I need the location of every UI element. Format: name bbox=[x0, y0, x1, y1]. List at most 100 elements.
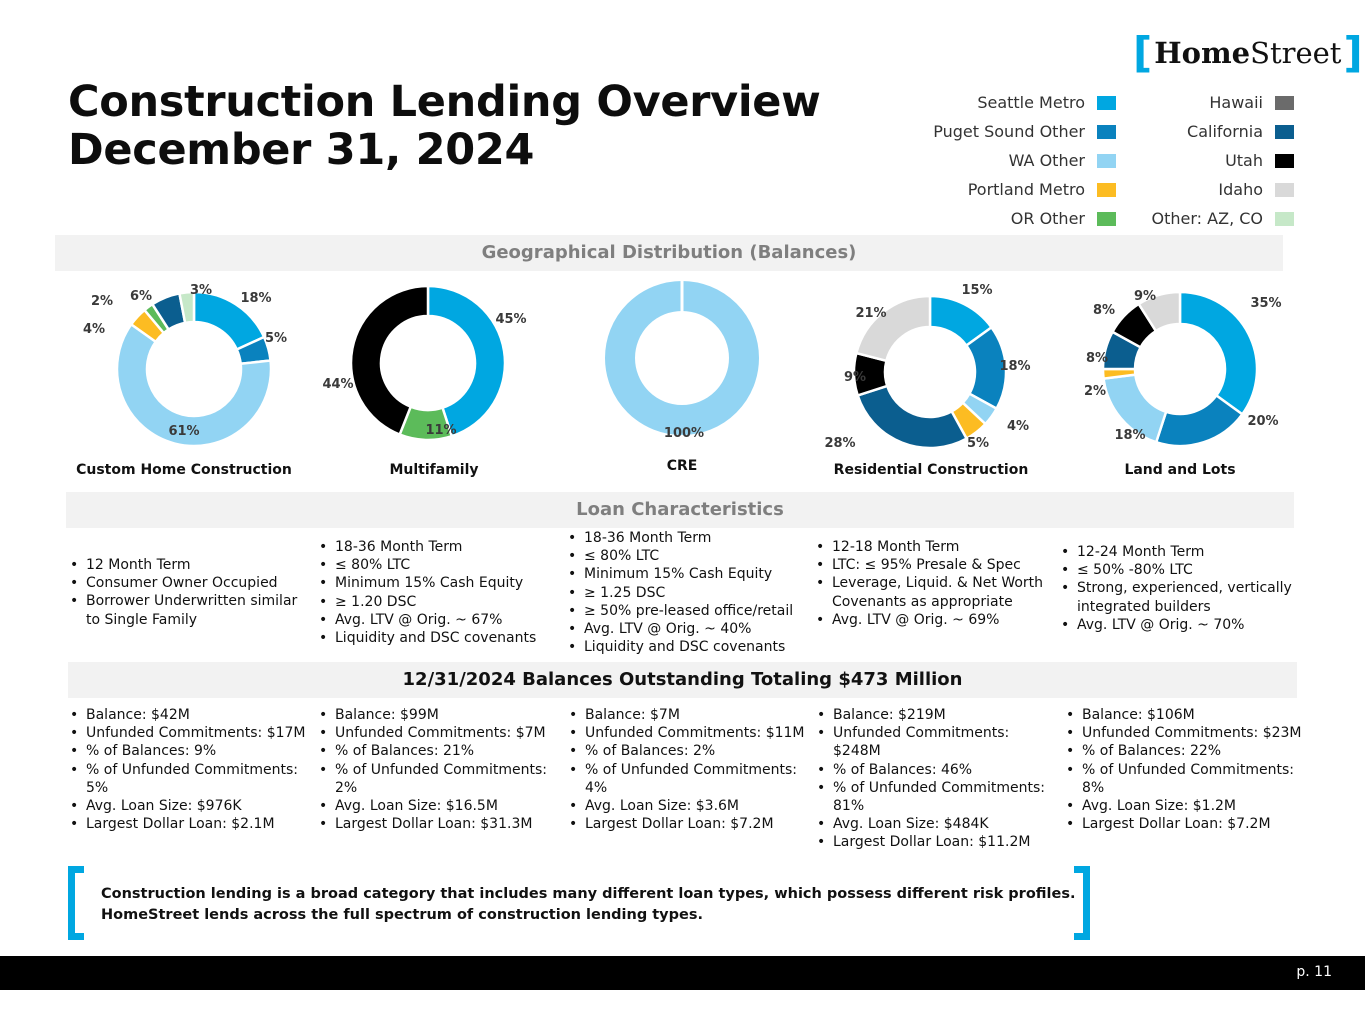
data-label: 11% bbox=[425, 423, 456, 438]
legend-swatch bbox=[1275, 211, 1294, 226]
balance-item: Avg. Loan Size: $484K bbox=[815, 815, 1055, 833]
balance-item: Avg. Loan Size: $1.2M bbox=[1064, 797, 1304, 815]
balance-item: Balance: $99M bbox=[317, 706, 557, 724]
data-label: 21% bbox=[855, 306, 886, 321]
legend-label: WA Other bbox=[1008, 151, 1085, 170]
homestreet-logo: [ HomeStreet ] bbox=[1133, 32, 1363, 74]
data-label: 4% bbox=[83, 322, 105, 337]
characteristic-item: 12-18 Month Term bbox=[814, 538, 1046, 556]
data-label: 44% bbox=[322, 377, 353, 392]
legend-swatch bbox=[1097, 124, 1116, 139]
data-label: 2% bbox=[91, 294, 113, 309]
chart-title-custom-home: Custom Home Construction bbox=[76, 462, 292, 478]
characteristic-item: 12-24 Month Term bbox=[1059, 543, 1299, 561]
legend-label: OR Other bbox=[1010, 209, 1085, 228]
characteristics-cre: 18-36 Month Term ≤ 80% LTC Minimum 15% C… bbox=[566, 529, 816, 657]
characteristic-item: Minimum 15% Cash Equity bbox=[566, 565, 816, 583]
donut-slice-other-az-co bbox=[177, 290, 196, 325]
legend-label: Hawaii bbox=[1209, 93, 1263, 112]
characteristic-item: Liquidity and DSC covenants bbox=[566, 638, 816, 656]
balance-item: % of Unfunded Commitments: 5% bbox=[68, 761, 308, 797]
footer-bar: p. 11 bbox=[0, 956, 1365, 990]
characteristic-item: ≥ 1.25 DSC bbox=[566, 584, 816, 602]
characteristics-multifamily: 18-36 Month Term ≤ 80% LTC Minimum 15% C… bbox=[317, 538, 562, 647]
data-label: 15% bbox=[961, 283, 992, 298]
balance-item: % of Balances: 9% bbox=[68, 742, 308, 760]
balance-item: Largest Dollar Loan: $31.3M bbox=[317, 815, 557, 833]
balance-item: Avg. Loan Size: $16.5M bbox=[317, 797, 557, 815]
data-label: 9% bbox=[844, 370, 866, 385]
balance-item: % of Balances: 46% bbox=[815, 761, 1055, 779]
balance-item: Largest Dollar Loan: $7.2M bbox=[1064, 815, 1304, 833]
data-label: 2% bbox=[1084, 384, 1106, 399]
characteristic-item: Leverage, Liquid. & Net Worth Covenants … bbox=[814, 574, 1046, 610]
legend-column-1: Seattle Metro Puget Sound Other WA Other… bbox=[880, 88, 1116, 233]
legend-label: Other: AZ, CO bbox=[1151, 209, 1263, 228]
legend-item: OR Other bbox=[880, 204, 1116, 233]
chart-land-and-lots: 35% 20% 18% 2% 8% 8% 9% bbox=[1084, 289, 1282, 448]
donut-slice-utah bbox=[349, 284, 430, 437]
characteristic-item: Avg. LTV @ Orig. ~ 69% bbox=[814, 611, 1046, 629]
legend-swatch bbox=[1275, 124, 1294, 139]
characteristic-item: ≤ 80% LTC bbox=[317, 556, 562, 574]
balances-header: 12/31/2024 Balances Outstanding Totaling… bbox=[68, 662, 1297, 698]
balance-item: Avg. Loan Size: $976K bbox=[68, 797, 308, 815]
balances-residential: Balance: $219M Unfunded Commitments: $24… bbox=[815, 706, 1055, 852]
chart-cre: 100% bbox=[605, 280, 759, 441]
characteristic-item: 18-36 Month Term bbox=[317, 538, 562, 556]
donut-slice-idaho bbox=[854, 294, 932, 363]
characteristic-item: ≤ 80% LTC bbox=[566, 547, 816, 565]
footnote-line-1: Construction lending is a broad category… bbox=[101, 886, 1076, 902]
chart-title-land-lots: Land and Lots bbox=[1124, 462, 1236, 478]
balances-multifamily: Balance: $99M Unfunded Commitments: $7M … bbox=[317, 706, 557, 834]
balance-item: Balance: $42M bbox=[68, 706, 308, 724]
legend-label: Seattle Metro bbox=[977, 93, 1085, 112]
legend-item: Utah bbox=[1100, 146, 1294, 175]
footnote-bracket-right bbox=[1074, 866, 1090, 940]
data-label: 28% bbox=[824, 436, 855, 451]
data-label: 18% bbox=[1114, 428, 1145, 443]
balance-item: Avg. Loan Size: $3.6M bbox=[567, 797, 807, 815]
legend-swatch bbox=[1275, 153, 1294, 168]
footnote-bracket-left bbox=[68, 866, 84, 940]
chart-residential-construction: 15% 18% 4% 5% 28% 9% 21% bbox=[824, 283, 1030, 451]
logo-street: Street bbox=[1250, 36, 1342, 70]
balance-item: % of Unfunded Commitments: 2% bbox=[317, 761, 557, 797]
data-label: 5% bbox=[967, 436, 989, 451]
balance-item: % of Unfunded Commitments: 8% bbox=[1064, 761, 1304, 797]
legend-label: Portland Metro bbox=[967, 180, 1085, 199]
characteristic-item: LTC: ≤ 95% Presale & Spec bbox=[814, 556, 1046, 574]
legend-item: Hawaii bbox=[1100, 88, 1294, 117]
balance-item: Unfunded Commitments: $11M bbox=[567, 724, 807, 742]
balances-land-lots: Balance: $106M Unfunded Commitments: $23… bbox=[1064, 706, 1304, 834]
legend-swatch bbox=[1097, 182, 1116, 197]
data-label: 8% bbox=[1093, 303, 1115, 318]
characteristic-item: Minimum 15% Cash Equity bbox=[317, 574, 562, 592]
loan-characteristics-header: Loan Characteristics bbox=[66, 492, 1294, 528]
logo-bracket-close: ] bbox=[1343, 28, 1363, 77]
page-title: Construction Lending Overview December 3… bbox=[68, 78, 821, 174]
characteristic-item: Avg. LTV @ Orig. ~ 40% bbox=[566, 620, 816, 638]
characteristics-land-lots: 12-24 Month Term ≤ 50% -80% LTC Strong, … bbox=[1059, 543, 1299, 634]
legend-label: California bbox=[1187, 122, 1263, 141]
title-line-1: Construction Lending Overview bbox=[68, 77, 821, 127]
legend-item: Other: AZ, CO bbox=[1100, 204, 1294, 233]
balance-item: Balance: $7M bbox=[567, 706, 807, 724]
legend-item: WA Other bbox=[880, 146, 1116, 175]
title-line-2: December 31, 2024 bbox=[68, 125, 535, 175]
legend-item: Seattle Metro bbox=[880, 88, 1116, 117]
balance-item: % of Balances: 22% bbox=[1064, 742, 1304, 760]
characteristic-item: ≥ 50% pre-leased office/retail bbox=[566, 602, 816, 620]
data-label: 4% bbox=[1007, 419, 1029, 434]
data-label: 61% bbox=[168, 424, 199, 439]
legend-item: Puget Sound Other bbox=[880, 117, 1116, 146]
balance-item: Balance: $219M bbox=[815, 706, 1055, 724]
legend-swatch bbox=[1097, 95, 1116, 110]
chart-title-cre: CRE bbox=[666, 458, 698, 474]
balance-item: % of Balances: 21% bbox=[317, 742, 557, 760]
characteristic-item: Avg. LTV @ Orig. ~ 67% bbox=[317, 611, 562, 629]
logo-wordmark: HomeStreet bbox=[1152, 36, 1343, 70]
characteristics-residential: 12-18 Month Term LTC: ≤ 95% Presale & Sp… bbox=[814, 538, 1046, 629]
data-label: 18% bbox=[240, 291, 271, 306]
legend-swatch bbox=[1275, 182, 1294, 197]
